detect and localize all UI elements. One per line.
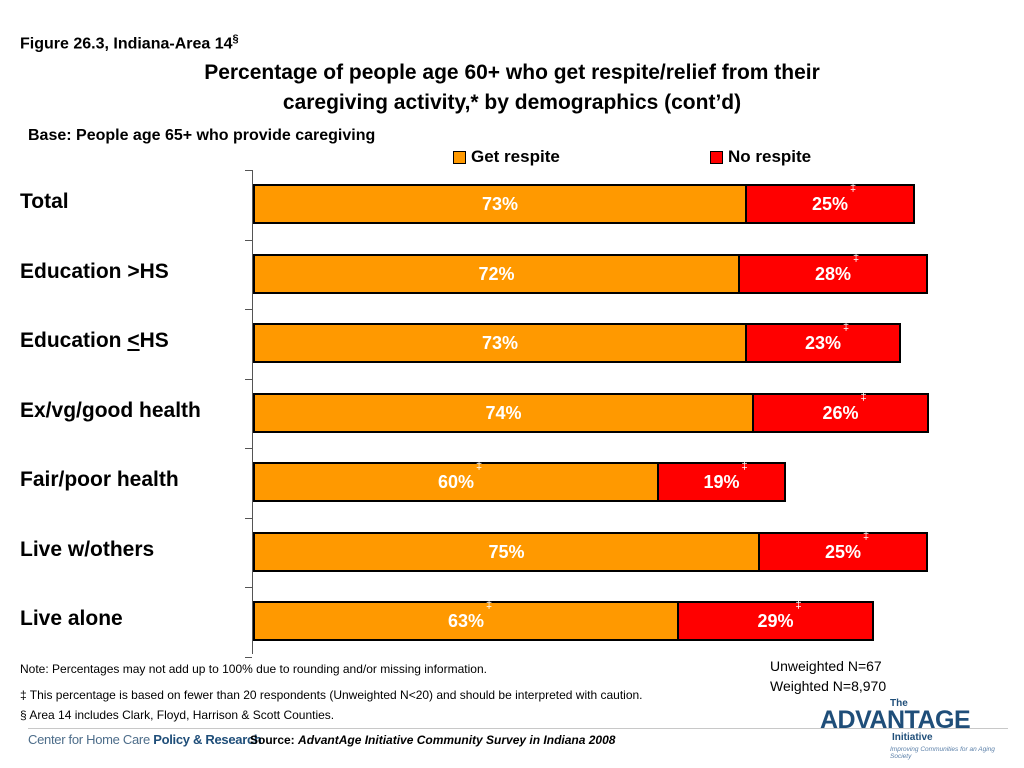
axis-tick bbox=[245, 448, 252, 449]
data-label: 72% bbox=[478, 263, 515, 284]
bar-segment-no-respite: 28% ‡ bbox=[739, 251, 928, 294]
legend-get-respite: Get respite bbox=[453, 147, 560, 167]
caution-mark: ‡ bbox=[795, 598, 802, 611]
legend-no-respite: No respite bbox=[710, 147, 811, 167]
bar-segment-get-respite: 72% bbox=[253, 254, 739, 294]
chart-title: Percentage of people age 60+ who get res… bbox=[60, 58, 964, 118]
axis-tick bbox=[245, 240, 252, 241]
caution-mark: ‡ bbox=[863, 529, 870, 542]
category-label: Education >HS bbox=[20, 260, 169, 283]
category-label: Live w/others bbox=[20, 538, 155, 561]
center-for-home-care-logo: Center for Home Care Policy & Research bbox=[28, 732, 262, 747]
caution-mark: ‡ bbox=[741, 459, 748, 472]
caution-mark: ‡ bbox=[476, 459, 483, 472]
weighted-n: Weighted N=8,970 bbox=[770, 678, 887, 694]
axis-tick bbox=[245, 518, 252, 519]
advantage-initiative-logo: The ADVANTAGE Initiative Improving Commu… bbox=[820, 698, 995, 760]
category-label: Ex/vg/good health bbox=[20, 399, 201, 422]
bar-segment-get-respite: 73% bbox=[253, 323, 746, 363]
bar-segment-get-respite: 75% bbox=[253, 532, 759, 572]
caution-mark: ‡ bbox=[860, 390, 867, 403]
bar-segment-get-respite: 73% bbox=[253, 184, 746, 224]
axis-tick bbox=[245, 587, 252, 588]
legend-swatch-get-respite bbox=[453, 150, 466, 164]
category-label: Fair/poor health bbox=[20, 468, 179, 491]
category-axis-line bbox=[252, 170, 253, 654]
axis-tick bbox=[245, 379, 252, 380]
caution-mark: ‡ bbox=[486, 598, 493, 611]
caution-mark: ‡ bbox=[843, 320, 850, 333]
caution-mark: ‡ bbox=[853, 251, 860, 264]
bar-segment-no-respite: 29% ‡ bbox=[678, 598, 874, 641]
bar-segment-no-respite: 25% ‡ bbox=[746, 181, 915, 224]
data-label: 63% ‡ bbox=[447, 598, 493, 631]
bar-segment-no-respite: 19% ‡ bbox=[658, 459, 786, 502]
source-citation: Source: AdvantAge Initiative Community S… bbox=[250, 733, 616, 747]
bar-segment-no-respite: 25% ‡ bbox=[759, 529, 928, 572]
base-description: Base: People age 65+ who provide caregiv… bbox=[28, 127, 376, 144]
legend-label-no-respite: No respite bbox=[728, 147, 812, 166]
data-label: 19% ‡ bbox=[703, 459, 748, 492]
bar-segment-get-respite: 74% bbox=[253, 393, 753, 433]
data-label: 75% bbox=[488, 541, 525, 562]
category-label: Live alone bbox=[20, 607, 123, 630]
note-caution: ‡ This percentage is based on fewer than… bbox=[20, 688, 643, 702]
axis-tick bbox=[245, 170, 252, 171]
data-label: 60% ‡ bbox=[437, 459, 483, 492]
category-label: Total bbox=[20, 190, 69, 213]
caution-mark: ‡ bbox=[850, 181, 857, 194]
legend-swatch-no-respite bbox=[710, 150, 723, 164]
legend-label-get-respite: Get respite bbox=[471, 147, 560, 166]
chart-title-line2: caregiving activity,* by demographics (c… bbox=[282, 91, 742, 114]
unweighted-n: Unweighted N=67 bbox=[770, 658, 882, 674]
bar-segment-no-respite: 23% ‡ bbox=[746, 320, 901, 363]
data-label: 28% ‡ bbox=[814, 251, 860, 284]
data-label: 23% ‡ bbox=[804, 320, 850, 353]
bar-segment-get-respite: 60% ‡ bbox=[253, 459, 658, 502]
bar-segment-no-respite: 26% ‡ bbox=[753, 390, 929, 433]
category-label: Education <HS bbox=[20, 329, 169, 352]
data-label: 73% bbox=[481, 193, 519, 214]
axis-tick bbox=[245, 657, 252, 658]
note-area: § Area 14 includes Clark, Floyd, Harriso… bbox=[20, 708, 335, 722]
data-label: 25% ‡ bbox=[811, 181, 857, 214]
data-label: 74% bbox=[485, 402, 522, 423]
footer-divider bbox=[28, 728, 1008, 729]
data-label: 25% ‡ bbox=[824, 529, 870, 562]
bar-segment-get-respite: 63% ‡ bbox=[253, 598, 678, 641]
figure-label: Figure 26.3, Indiana-Area 14§ bbox=[20, 33, 239, 53]
data-label: 26% ‡ bbox=[822, 390, 867, 423]
data-label: 29% ‡ bbox=[757, 598, 802, 631]
note-rounding: Note: Percentages may not add up to 100%… bbox=[20, 662, 487, 676]
data-label: 73% bbox=[481, 332, 519, 353]
axis-tick bbox=[245, 309, 252, 310]
chart-title-line1: Percentage of people age 60+ who get res… bbox=[204, 61, 820, 84]
sample-sizes: Unweighted N=67 Weighted N=8,970 bbox=[770, 656, 886, 696]
